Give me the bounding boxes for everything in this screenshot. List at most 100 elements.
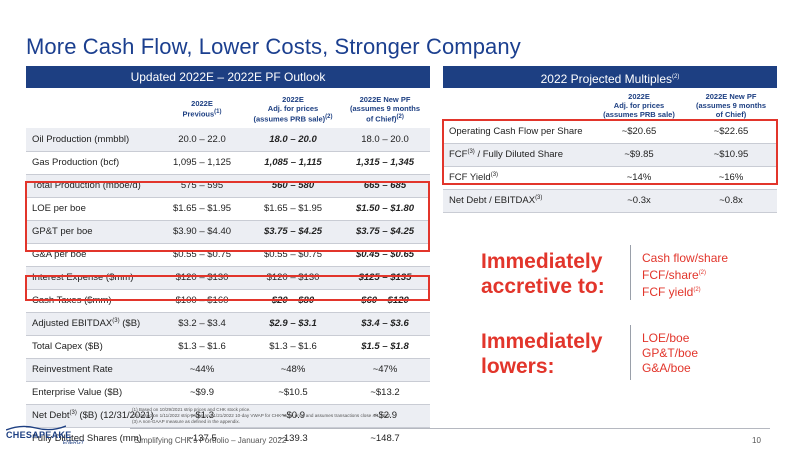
- footer-rule: [130, 428, 770, 429]
- cell-adjusted: $0.55 – $0.75: [246, 243, 340, 267]
- cell-adjusted: ~$10.5: [246, 381, 340, 405]
- cell-adjusted: ~$0.9: [246, 404, 340, 428]
- multiples-header-new-pf: 2022E New PF (assumes 9 months of Chief): [695, 91, 767, 119]
- right-panel-header-text: 2022 Projected Multiples: [540, 72, 673, 86]
- table-row: Adjusted EBITDAX(3) ($B) $3.2 – $3.4 $2.…: [26, 312, 430, 336]
- lowers-line2: lowers:: [481, 355, 555, 378]
- cell-adjusted: 560 – 580: [246, 174, 340, 198]
- multiples-header-adjusted: 2022E Adj. for prices (assumes PRB sale): [603, 91, 675, 119]
- cell-adjusted: ~$9.85: [593, 143, 685, 167]
- table-row: Operating Cash Flow per Share ~$20.65 ~$…: [443, 120, 777, 144]
- row-label: Enterprise Value ($B): [26, 381, 158, 405]
- cell-previous: $1.3 – $1.6: [158, 335, 246, 359]
- row-label: LOE per boe: [26, 197, 158, 221]
- cell-adjusted: ~$20.65: [593, 120, 685, 144]
- outlook-header-previous: 2022E Previous(1): [182, 99, 222, 119]
- highlight-box-costs: [25, 181, 430, 252]
- row-label: Net Debt / EBITDAX(3): [443, 189, 593, 213]
- cell-new-pf: $1.5 – $1.8: [340, 335, 430, 359]
- outlook-header-blank: [26, 90, 158, 128]
- cell-adjusted: 1,085 – 1,115: [246, 151, 340, 175]
- list-item: Cash flow/share: [642, 251, 729, 265]
- logo-main-text: CHESAPEAKE: [6, 430, 72, 440]
- cell-previous: $0.55 – $0.75: [158, 243, 246, 267]
- accretive-line2: accretive to:: [481, 275, 605, 298]
- cell-new-pf: ~$13.2: [340, 381, 430, 405]
- row-label: Net Debt(3) ($B) (12/31/2021): [26, 404, 158, 428]
- outlook-header-new-pf: 2022E New PF (assumes 9 months of Chief)…: [349, 94, 421, 124]
- table-row: Interest Expense ($mm) $120 – $130 $120 …: [26, 266, 430, 290]
- cell-adjusted: 18.0 – 20.0: [246, 128, 340, 152]
- cell-adjusted: ~48%: [246, 358, 340, 382]
- list-item: FCF/share(2): [642, 268, 707, 282]
- cell-new-pf: ~$2.9: [340, 404, 430, 428]
- footer-text: Simplifying CHK's Portfolio – January 20…: [134, 436, 287, 445]
- cell-new-pf: $0.45 – $0.65: [340, 243, 430, 267]
- highlight-box-ebitdax: [25, 275, 430, 301]
- row-label: Gas Production (bcf): [26, 151, 158, 175]
- left-panel-header-text: Updated 2022E – 2022E PF Outlook: [130, 70, 326, 84]
- cell-new-pf: $1.50 – $1.80: [340, 197, 430, 221]
- cell-previous: 20.0 – 22.0: [158, 128, 246, 152]
- table-row: LOE per boe $1.65 – $1.95 $1.65 – $1.95 …: [26, 197, 430, 221]
- cell-new-pf: ~148.7: [340, 427, 430, 450]
- cell-previous: ~$1.3: [158, 404, 246, 428]
- table-row: GP&T per boe $3.90 – $4.40 $3.75 – $4.25…: [26, 220, 430, 244]
- cell-previous: 575 – 595: [158, 174, 246, 198]
- footnote-2: (2) Based on 1/11/2022 strip prices and …: [132, 413, 392, 418]
- chesapeake-logo: CHESAPEAKE ENERGY: [6, 425, 88, 448]
- cell-new-pf: 665 – 685: [340, 174, 430, 198]
- logo-sub-text: ENERGY: [62, 440, 84, 446]
- table-row: G&A per boe $0.55 – $0.75 $0.55 – $0.75 …: [26, 243, 430, 267]
- cell-previous: $3.2 – $3.4: [158, 312, 246, 336]
- right-panel-header: 2022 Projected Multiples(2): [443, 66, 777, 88]
- table-row: Fully Diluted Shares (mm) ~137.5 ~139.3 …: [26, 427, 430, 450]
- cell-new-pf: 18.0 – 20.0: [340, 128, 430, 152]
- row-label: Adjusted EBITDAX(3) ($B): [26, 312, 158, 336]
- left-panel-header: Updated 2022E – 2022E PF Outlook: [26, 66, 430, 88]
- row-label: GP&T per boe: [26, 220, 158, 244]
- table-row: Oil Production (mmbbl) 20.0 – 22.0 18.0 …: [26, 128, 430, 152]
- cell-new-pf: ~$22.65: [685, 120, 777, 144]
- cell-previous: $1.65 – $1.95: [158, 197, 246, 221]
- cell-previous: ~44%: [158, 358, 246, 382]
- list-item: G&A/boe: [642, 361, 691, 375]
- list-item: GP&T/boe: [642, 346, 699, 360]
- row-label: Interest Expense ($mm): [26, 266, 158, 290]
- table-row: FCF(3) / Fully Diluted Share ~$9.85 ~$10…: [443, 143, 777, 167]
- outlook-header-adjusted: 2022E Adj. for prices (assumes PRB sale)…: [253, 94, 333, 124]
- lowers-divider: [630, 325, 631, 380]
- logo-wave-icon: [6, 425, 66, 431]
- row-label: Reinvestment Rate: [26, 358, 158, 382]
- cell-new-pf: $125 – $135: [340, 266, 430, 290]
- cell-previous: ~$9.9: [158, 381, 246, 405]
- row-label: Total Capex ($B): [26, 335, 158, 359]
- row-label: Oil Production (mmbbl): [26, 128, 158, 152]
- cell-new-pf: 1,315 – 1,345: [340, 151, 430, 175]
- cell-adjusted: $2.9 – $3.1: [246, 312, 340, 336]
- multiples-header-blank: [443, 90, 593, 120]
- multiples-table-header: 2022E Adj. for prices (assumes PRB sale)…: [443, 90, 777, 120]
- list-item: LOE/boe: [642, 331, 690, 345]
- table-row: Total Production (mboe/d) 575 – 595 560 …: [26, 174, 430, 198]
- cell-new-pf: ~$10.95: [685, 143, 777, 167]
- lowers-callout: Immediately lowers:: [481, 329, 602, 379]
- lowers-line1: Immediately: [481, 330, 603, 353]
- table-row: Total Capex ($B) $1.3 – $1.6 $1.3 – $1.6…: [26, 335, 430, 359]
- cell-new-pf: $3.4 – $3.6: [340, 312, 430, 336]
- cell-adjusted: ~0.3x: [593, 189, 685, 213]
- highlight-box-multiples: [442, 119, 778, 185]
- footnote-3: (3) A non-GAAP measure as defined in the…: [132, 419, 240, 424]
- multiples-table: 2022E Adj. for prices (assumes PRB sale)…: [443, 90, 777, 213]
- cell-adjusted: $1.65 – $1.95: [246, 197, 340, 221]
- cell-adjusted: $3.75 – $4.25: [246, 220, 340, 244]
- page-number: 10: [752, 436, 761, 445]
- cell-new-pf: ~0.8x: [685, 189, 777, 213]
- row-label: G&A per boe: [26, 243, 158, 267]
- row-label: Total Production (mboe/d): [26, 174, 158, 198]
- cell-previous: $120 – $130: [158, 266, 246, 290]
- cell-previous: 1,095 – 1,125: [158, 151, 246, 175]
- table-row: Reinvestment Rate ~44% ~48% ~47%: [26, 358, 430, 382]
- table-row: Net Debt(3) ($B) (12/31/2021) ~$1.3 ~$0.…: [26, 404, 430, 428]
